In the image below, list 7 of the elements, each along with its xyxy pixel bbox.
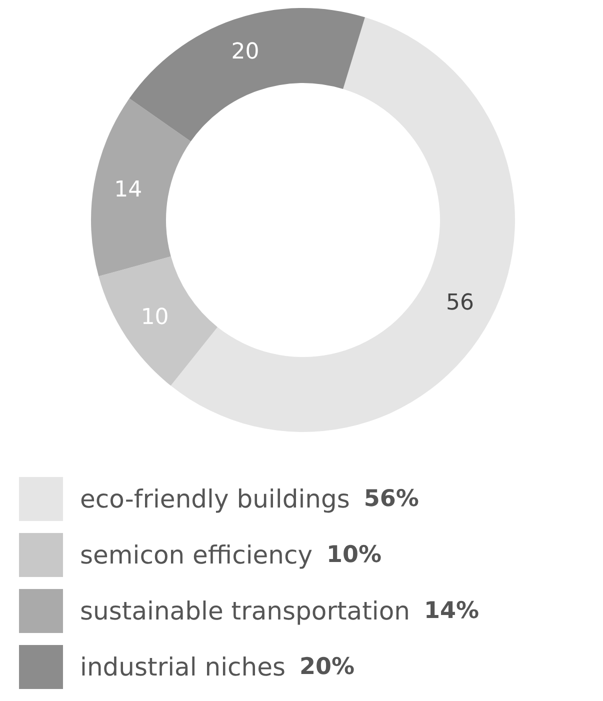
data-label: 56 <box>446 290 474 316</box>
legend-label: sustainable transportation 14% <box>80 596 480 626</box>
legend-label: industrial niches 20% <box>80 652 355 682</box>
data-label: 14 <box>114 177 142 202</box>
legend-label: eco-friendly buildings 56% <box>80 484 419 514</box>
data-label: 20 <box>231 40 260 65</box>
legend-label: semicon efficiency 10% <box>80 540 382 570</box>
